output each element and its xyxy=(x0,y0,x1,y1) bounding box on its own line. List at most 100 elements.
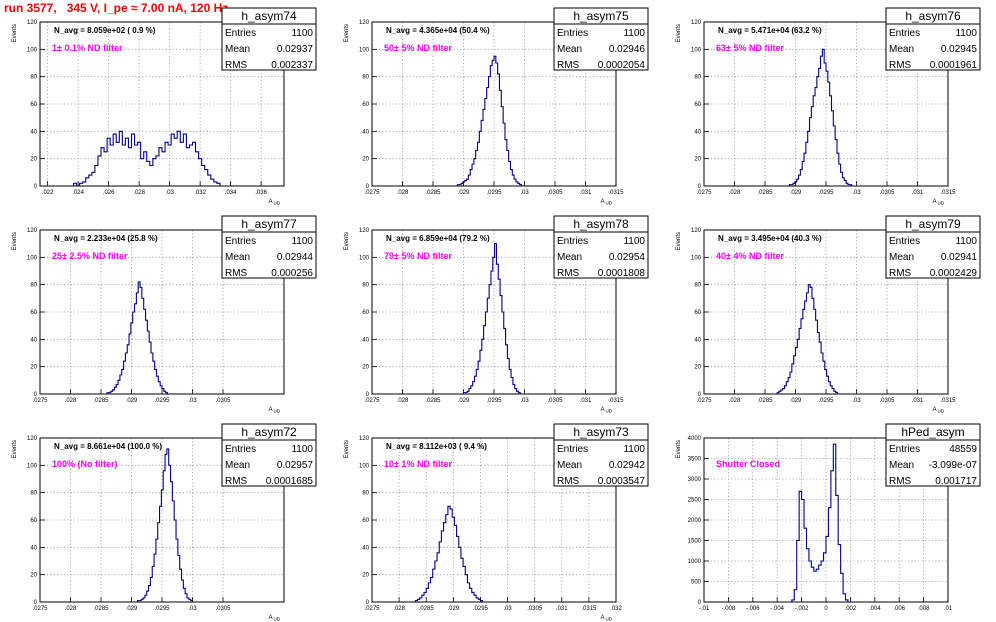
x-tick-label: -.002 xyxy=(795,606,809,612)
x-tick-label: .029 xyxy=(458,398,470,404)
x-tick-label: .0285 xyxy=(93,606,109,612)
stats-value: 1100 xyxy=(955,236,977,247)
x-axis-label-sub: UD xyxy=(606,617,613,622)
y-tick-label: 20 xyxy=(694,157,701,163)
x-tick-label: .004 xyxy=(869,606,881,612)
navg-annotation: N_avg = 6.859e+04 (79.2 %) xyxy=(386,234,490,243)
x-axis-label-sub: UD xyxy=(274,409,281,414)
stats-value: 0.0003547 xyxy=(598,476,646,487)
y-tick-label: 40 xyxy=(694,337,701,343)
x-axis-label: AUD xyxy=(600,407,612,414)
histogram-line xyxy=(776,284,839,394)
y-tick-label: 80 xyxy=(362,491,369,497)
x-tick-label: .029 xyxy=(790,398,802,404)
y-tick-label: 20 xyxy=(30,157,37,163)
x-tick-label: .0315 xyxy=(940,190,956,196)
x-tick-label: .032 xyxy=(194,190,206,196)
stats-value: 1100 xyxy=(955,28,977,39)
x-tick-label: .0305 xyxy=(547,398,563,404)
x-tick-label: .0295 xyxy=(818,190,834,196)
stats-key: Mean xyxy=(557,460,582,471)
x-tick-label: .008 xyxy=(918,606,930,612)
stats-box-title: h_asym74 xyxy=(241,9,297,23)
y-tick-label: 1000 xyxy=(688,559,702,565)
x-axis-label-main: A xyxy=(268,407,272,413)
stats-box-title: h_asym77 xyxy=(241,217,297,231)
stats-key: Entries xyxy=(557,28,588,39)
stats-box: h_asym73 Entries 1100 Mean 0.02942 RMS 0.00035… xyxy=(553,423,649,487)
stats-key: RMS xyxy=(557,60,580,71)
stats-box-frame xyxy=(553,7,649,71)
y-tick-label: 40 xyxy=(30,129,37,135)
x-tick-label: .0295 xyxy=(154,606,170,612)
x-tick-label: .0305 xyxy=(527,606,543,612)
y-tick-label: 20 xyxy=(362,157,369,163)
histogram-pad-h_asym72: .0275 .028 .0285 .029 .0295 .03 .0305 0 20 40 60 80… xyxy=(12,423,317,622)
stats-box: h_asym77 Entries 1100 Mean 0.02944 RMS 0.00025… xyxy=(221,215,317,279)
y-tick-label: 60 xyxy=(30,310,37,316)
x-tick-label: .031 xyxy=(580,190,592,196)
x-tick-label: .0305 xyxy=(215,398,231,404)
y-tick-label: 100 xyxy=(691,255,702,261)
x-tick-label: .031 xyxy=(556,606,568,612)
navg-annotation: N_avg = 8.112e+03 ( 9.4 %) xyxy=(386,442,487,451)
stats-value: 1100 xyxy=(291,236,313,247)
histogram-pad-h_asym78: .0275 .028 .0285 .029 .0295 .03 .0305 .031 .0315… xyxy=(344,215,649,414)
x-axis-label-main: A xyxy=(600,407,604,413)
y-tick-label: 20 xyxy=(30,573,37,579)
x-tick-label: .028 xyxy=(729,398,741,404)
filter-label: 63± 5% ND filter xyxy=(716,43,784,53)
stats-value: 0.02945 xyxy=(941,44,978,55)
stats-key: Entries xyxy=(225,28,256,39)
x-tick-label: .0275 xyxy=(32,398,48,404)
x-axis-label-sub: UD xyxy=(606,409,613,414)
stats-value: 1100 xyxy=(623,444,645,455)
stats-box-frame xyxy=(221,423,317,487)
stats-box: h_asym76 Entries 1100 Mean 0.02945 RMS 0.00019… xyxy=(885,7,981,71)
x-tick-label: .0275 xyxy=(696,190,712,196)
stats-box-title: h_asym76 xyxy=(905,9,961,23)
histogram-line xyxy=(137,448,194,602)
x-tick-label: .031 xyxy=(580,398,592,404)
x-tick-label: .028 xyxy=(65,606,77,612)
stats-value: 0.02941 xyxy=(941,252,978,263)
x-tick-label: .032 xyxy=(610,606,622,612)
y-tick-label: 3000 xyxy=(688,477,702,483)
stats-box-title: h_asym79 xyxy=(905,217,961,231)
y-tick-label: 1500 xyxy=(688,539,702,545)
y-tick-label: 20 xyxy=(30,365,37,371)
stats-value: 1100 xyxy=(623,236,645,247)
x-tick-label: .0305 xyxy=(879,398,895,404)
x-tick-label: .028 xyxy=(729,190,741,196)
navg-annotation: N_avg = 8.661e+04 (100.0 %) xyxy=(54,442,162,451)
y-tick-label: 60 xyxy=(362,102,369,108)
histogram-line xyxy=(414,505,484,602)
x-tick-label: -.01 xyxy=(699,606,710,612)
y-tick-label: 100 xyxy=(359,47,370,53)
y-tick-label: 40 xyxy=(30,337,37,343)
y-tick-label: 100 xyxy=(359,463,370,469)
x-tick-label: .0305 xyxy=(547,190,563,196)
x-tick-label: .03 xyxy=(503,606,512,612)
x-tick-label: .0295 xyxy=(473,606,489,612)
x-tick-label: .03 xyxy=(852,398,861,404)
filter-label: 1± 0.1% ND filter xyxy=(52,43,123,53)
y-axis-label: Events xyxy=(344,24,350,42)
navg-annotation: N_avg = 5.471e+04 (63.2 %) xyxy=(718,26,822,35)
y-axis-label: Events xyxy=(12,440,18,458)
y-tick-label: 60 xyxy=(694,310,701,316)
navg-annotation: N_avg = 8.059e+02 ( 0.9 %) xyxy=(54,26,156,35)
stats-value: 0.02944 xyxy=(277,252,314,263)
x-tick-label: .028 xyxy=(397,398,409,404)
histogram-line xyxy=(788,48,853,186)
x-tick-label: .0315 xyxy=(608,190,624,196)
y-tick-label: 0 xyxy=(34,184,38,190)
stats-key: RMS xyxy=(225,268,248,279)
y-tick-label: 0 xyxy=(34,392,38,398)
y-tick-label: 80 xyxy=(694,75,701,81)
x-tick-label: .03 xyxy=(188,606,197,612)
x-tick-label: .028 xyxy=(65,398,77,404)
x-tick-label: .0295 xyxy=(154,398,170,404)
stats-value: 0.02957 xyxy=(277,460,314,471)
x-tick-label: .002 xyxy=(845,606,857,612)
